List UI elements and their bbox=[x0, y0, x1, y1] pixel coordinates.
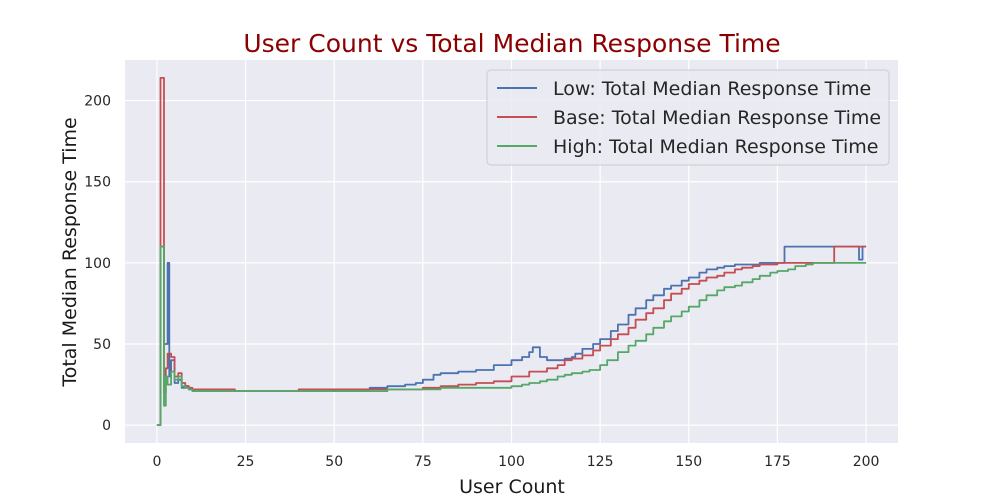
series-line-1 bbox=[156, 77, 867, 426]
x-tick-label: 0 bbox=[152, 454, 161, 470]
x-tick-label: 175 bbox=[764, 454, 791, 470]
legend-label: Base: Total Median Response Time bbox=[553, 107, 881, 129]
x-tick-label: 25 bbox=[237, 454, 255, 470]
x-tick-label: 75 bbox=[414, 454, 432, 470]
y-tick-label: 0 bbox=[102, 418, 111, 434]
y-tick-label: 100 bbox=[84, 256, 111, 272]
x-tick-label: 125 bbox=[587, 454, 614, 470]
y-tick-label: 50 bbox=[93, 337, 111, 353]
chart-title: User Count vs Total Median Response Time bbox=[243, 29, 780, 58]
x-tick-label: 150 bbox=[675, 454, 702, 470]
series-line-2 bbox=[156, 245, 867, 426]
x-tick-label: 100 bbox=[498, 454, 525, 470]
x-axis-label: User Count bbox=[459, 476, 565, 498]
legend: Low: Total Median Response Time Base: Tot… bbox=[486, 69, 890, 166]
legend-label: Low: Total Median Response Time bbox=[553, 78, 871, 100]
legend-label: High: Total Median Response Time bbox=[553, 136, 878, 158]
y-tick-label: 150 bbox=[84, 175, 111, 191]
axis-ticks: 0 25 50 75 100 125 150 175 200 0 50 100 150 200 bbox=[84, 94, 879, 470]
x-tick-label: 200 bbox=[853, 454, 880, 470]
y-axis-label: Total Median Response Time bbox=[59, 117, 81, 387]
y-tick-label: 200 bbox=[84, 94, 111, 110]
series-lines bbox=[156, 77, 867, 426]
legend-box bbox=[486, 69, 890, 166]
x-tick-label: 50 bbox=[325, 454, 343, 470]
